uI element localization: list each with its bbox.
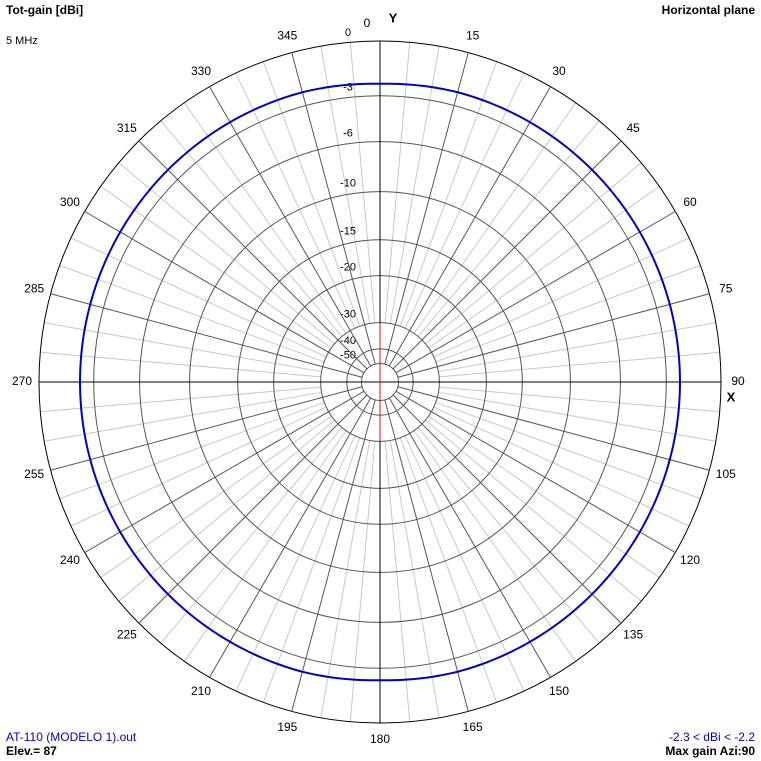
angle-tick-label: 165 [463,720,483,734]
spoke [397,293,710,378]
angle-tick-label: 330 [191,64,211,78]
angle-tick-label: 120 [680,553,700,567]
minor-spoke [399,437,498,703]
gain-range: -2.3 < dBi < -2.2 [669,730,755,744]
spoke [209,397,372,678]
spoke [291,399,376,712]
spoke [50,293,363,378]
file-name: AT-110 (MODELO 1).out [6,730,137,744]
chart-title: Tot-gain [dBi] [6,3,83,17]
y-axis-label: Y [389,10,398,25]
r-tick-label: -10 [340,177,356,189]
angle-tick-label: 255 [24,467,44,481]
angle-tick-label: 210 [191,684,211,698]
spoke [392,140,622,370]
angle-tick-label: 30 [552,64,566,78]
angle-tick-label: 345 [277,28,297,42]
minor-spoke [160,120,343,337]
minor-spoke [160,427,343,644]
elevation: Elev.= 87 [6,744,57,758]
minor-spoke [417,120,600,337]
minor-spoke [59,264,325,363]
r-tick-label: -40 [340,335,356,347]
minor-spoke [399,61,498,327]
angle-tick-label: 75 [719,282,733,296]
spoke [209,86,372,367]
spoke [50,386,363,471]
angle-tick-label: 15 [466,28,480,42]
angle-tick-label: 45 [626,121,640,135]
spoke [388,397,551,678]
plane-label: Horizontal plane [662,3,756,17]
angle-tick-label: 315 [117,121,137,135]
spoke [138,394,368,624]
angle-tick-label: 60 [683,195,697,209]
minor-spoke [425,419,642,602]
angle-tick-label: 90 [731,374,745,388]
angle-tick-label: 240 [60,553,80,567]
spoke [395,390,676,553]
spoke [395,211,676,374]
spoke [84,390,365,553]
minor-spoke [235,435,356,692]
max-gain: Max gain Azi:90 [665,744,755,758]
spoke [84,211,365,374]
spoke [384,52,469,365]
minor-spoke [118,419,335,602]
r-tick-label: -20 [340,262,356,274]
minor-spoke [70,237,327,358]
minor-spoke [59,401,325,500]
angle-tick-label: 195 [277,720,297,734]
spoke [291,52,376,365]
angle-tick-label: 105 [716,467,736,481]
angle-tick-label: 180 [370,732,390,746]
minor-spoke [433,406,690,527]
angle-tick-label: 285 [24,282,44,296]
r-tick-label: -3 [343,82,353,94]
r-tick-label: -30 [340,309,356,321]
angle-tick-label: 135 [623,627,643,641]
minor-spoke [404,72,525,329]
spoke [392,394,622,624]
angle-tick-label: 150 [549,684,569,698]
subtitle: 5 MHz [6,35,38,47]
minor-spoke [262,61,361,327]
spoke [138,140,368,370]
minor-spoke [435,264,701,363]
minor-spoke [425,162,642,345]
minor-spoke [417,427,600,644]
minor-spoke [433,237,690,358]
angle-tick-label: 300 [60,195,80,209]
minor-spoke [262,437,361,703]
angle-tick-label: 270 [12,374,32,388]
minor-spoke [118,162,335,345]
minor-spoke [70,406,327,527]
spoke [388,86,551,367]
r-tick-label: -15 [340,226,356,238]
pattern-line [79,82,681,682]
r-tick-label: 0 [345,27,351,39]
spoke [384,399,469,712]
x-axis-label: X [727,389,736,404]
angle-tick-label: 0 [364,16,371,30]
minor-spoke [435,401,701,500]
r-tick-label: -6 [343,128,353,140]
spoke [397,386,710,471]
minor-spoke [235,72,356,329]
minor-spoke [404,435,525,692]
angle-tick-label: 225 [117,627,137,641]
r-tick-label: -50 [340,349,356,361]
